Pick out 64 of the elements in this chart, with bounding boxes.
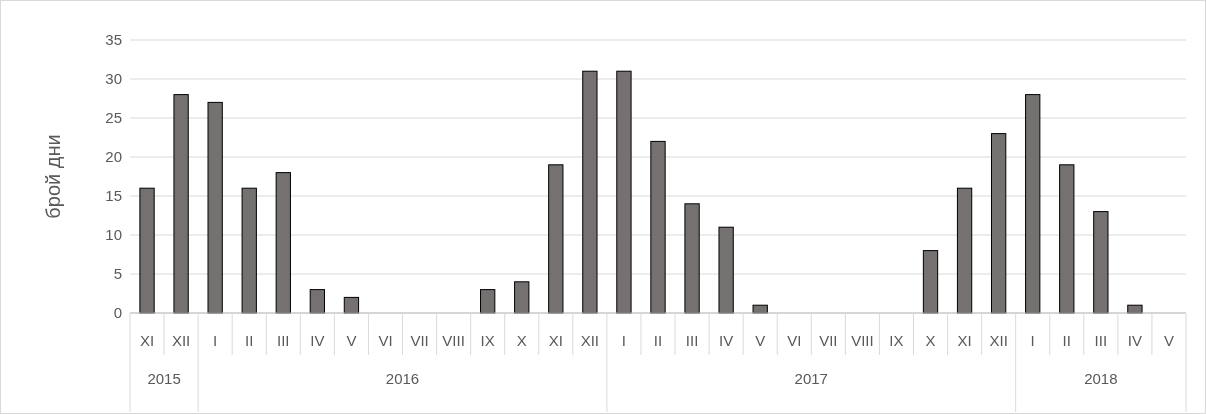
x-tick-label: VII (410, 332, 429, 350)
bar (650, 140, 666, 314)
x-tick-label: VIII (442, 332, 465, 350)
x-tick-label: V (1163, 332, 1174, 350)
x-tick-label: I (621, 332, 627, 350)
x-tick-label: I (1030, 332, 1035, 350)
x-tick-label: III (277, 332, 290, 350)
bar (922, 250, 939, 314)
bar (480, 289, 496, 314)
x-tick-label: IV (719, 332, 734, 350)
y-tick-label: 30 (105, 70, 122, 88)
x-tick-label: XII (580, 332, 600, 350)
bar (275, 172, 291, 314)
y-tick-label: 10 (105, 226, 122, 244)
x-tick-label: VI (378, 332, 393, 350)
x-tick-label: V (755, 332, 766, 350)
text: 2017 (794, 370, 828, 388)
x-tick-label: XII (989, 332, 1008, 350)
x-tick-label: IV (310, 332, 325, 350)
bar (956, 187, 973, 314)
y-tick-label: 20 (105, 148, 122, 166)
bar (309, 289, 326, 314)
bar (1093, 211, 1109, 314)
x-tick-label: III (685, 332, 699, 350)
x-tick-label: XI (548, 332, 563, 350)
x-tick-label: VI (787, 332, 802, 350)
text: 2015 (147, 370, 181, 388)
x-tick-label: XII (171, 332, 191, 350)
bar (139, 187, 155, 314)
x-tick-label: II (653, 332, 663, 350)
bar (548, 164, 564, 314)
y-tick-label: 0 (113, 304, 122, 322)
y-tick-label: 15 (105, 187, 122, 205)
bar (616, 70, 632, 314)
x-tick-label: XI (139, 332, 155, 350)
x-tick-label: XI (957, 332, 972, 350)
x-tick-label: IX (889, 332, 904, 350)
y-tick-label: 35 (105, 31, 122, 49)
bar (1059, 164, 1075, 314)
bar (684, 203, 700, 314)
x-tick-label: IX (480, 332, 495, 350)
bar (718, 226, 734, 314)
x-tick-label: VIII (851, 332, 874, 350)
bar (990, 133, 1007, 314)
bar (582, 70, 598, 314)
y-axis-title: брой дни (42, 134, 64, 219)
x-tick-label: V (346, 332, 357, 350)
x-tick-label: X (516, 332, 527, 350)
bar (514, 281, 530, 314)
x-tick-label: II (245, 332, 254, 350)
y-tick-label: 25 (105, 109, 122, 127)
x-tick-label: I (213, 332, 218, 350)
text: 2018 (1084, 370, 1118, 388)
x-tick-label: III (1094, 332, 1108, 350)
bar (1025, 94, 1041, 314)
bar (173, 94, 189, 314)
x-tick-label: VII (819, 332, 838, 350)
x-tick-label: X (925, 332, 936, 350)
text: 2016 (385, 370, 420, 388)
x-tick-label: II (1062, 332, 1071, 350)
y-tick-label: 5 (113, 265, 122, 283)
bar (207, 101, 223, 314)
x-tick-label: IV (1127, 332, 1142, 350)
bar (241, 187, 257, 314)
